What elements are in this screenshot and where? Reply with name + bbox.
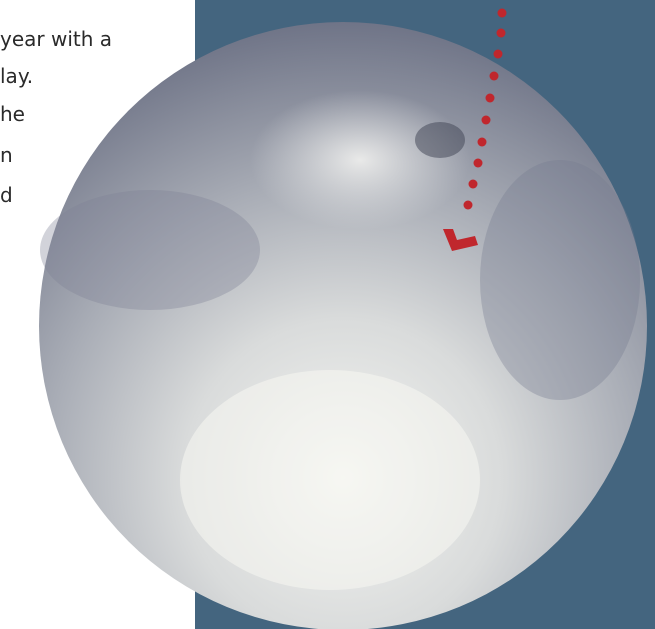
ice-region: [40, 190, 260, 310]
route-dots: [463, 8, 507, 210]
article-text: year with a lay. he n d: [0, 27, 112, 207]
route-marker: [443, 229, 478, 251]
globe: [39, 22, 647, 629]
ice-sheet: [180, 370, 480, 590]
text-line: n: [0, 143, 13, 167]
mountain-range: [415, 122, 465, 158]
ice-region: [480, 160, 640, 400]
text-line: year with a: [0, 27, 112, 51]
ice-shelf: [250, 90, 470, 230]
text-line: he: [0, 102, 25, 126]
text-line: d: [0, 183, 13, 207]
text-line: lay.: [0, 64, 33, 88]
